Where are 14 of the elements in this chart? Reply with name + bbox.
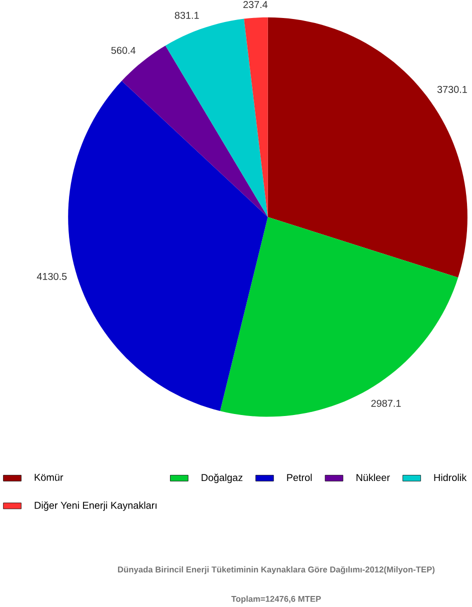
- data-label: 4130.5: [36, 272, 67, 280]
- data-label: 237.4: [243, 1, 268, 8]
- text: Toplam=12476,6 MTEP: [231, 596, 321, 604]
- data-label: 3730.1: [437, 86, 467, 93]
- legend-label: Doğalgaz: [202, 474, 242, 484]
- legend-label: Hidrolik: [434, 474, 467, 482]
- data-label: 2987.1: [371, 400, 401, 407]
- data-label: 831.1: [174, 12, 199, 19]
- legend-label: Kömür: [34, 474, 64, 481]
- data-label: 560.4: [111, 46, 136, 54]
- legend-label: Petrol: [287, 474, 312, 482]
- legend-label: Nükleer: [356, 474, 390, 482]
- text: Dünyada Birincil Enerji Tüketiminin Kaynaklara Göre Dağılımı-2012(Milyon-TEP): [118, 566, 435, 574]
- legend-label: Diğer Yeni Enerji Kaynakları: [34, 501, 157, 511]
